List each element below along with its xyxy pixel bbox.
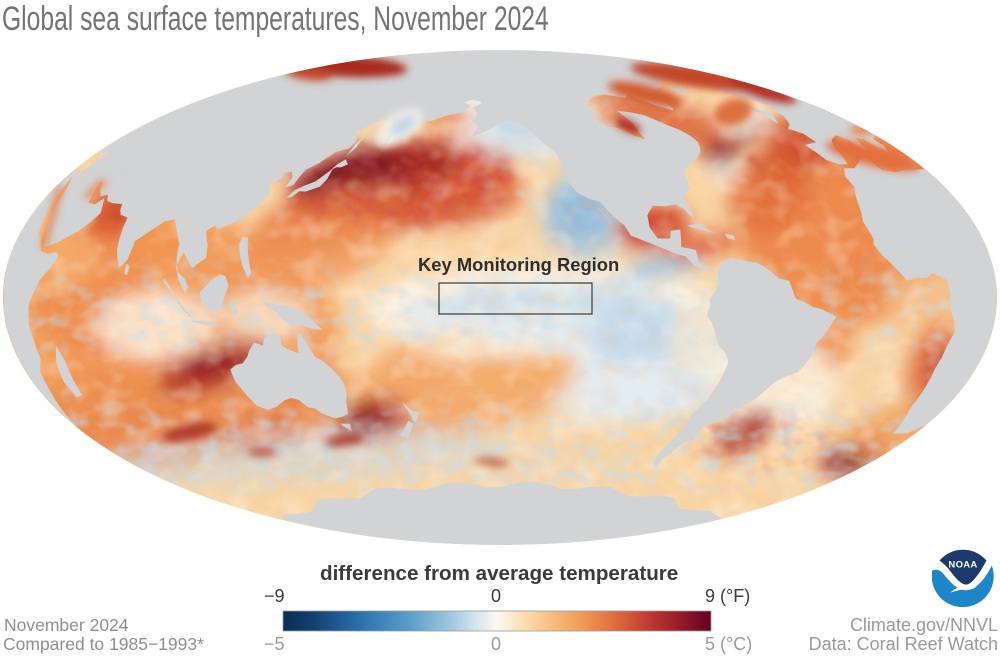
svg-text:NOAA: NOAA <box>948 560 977 571</box>
